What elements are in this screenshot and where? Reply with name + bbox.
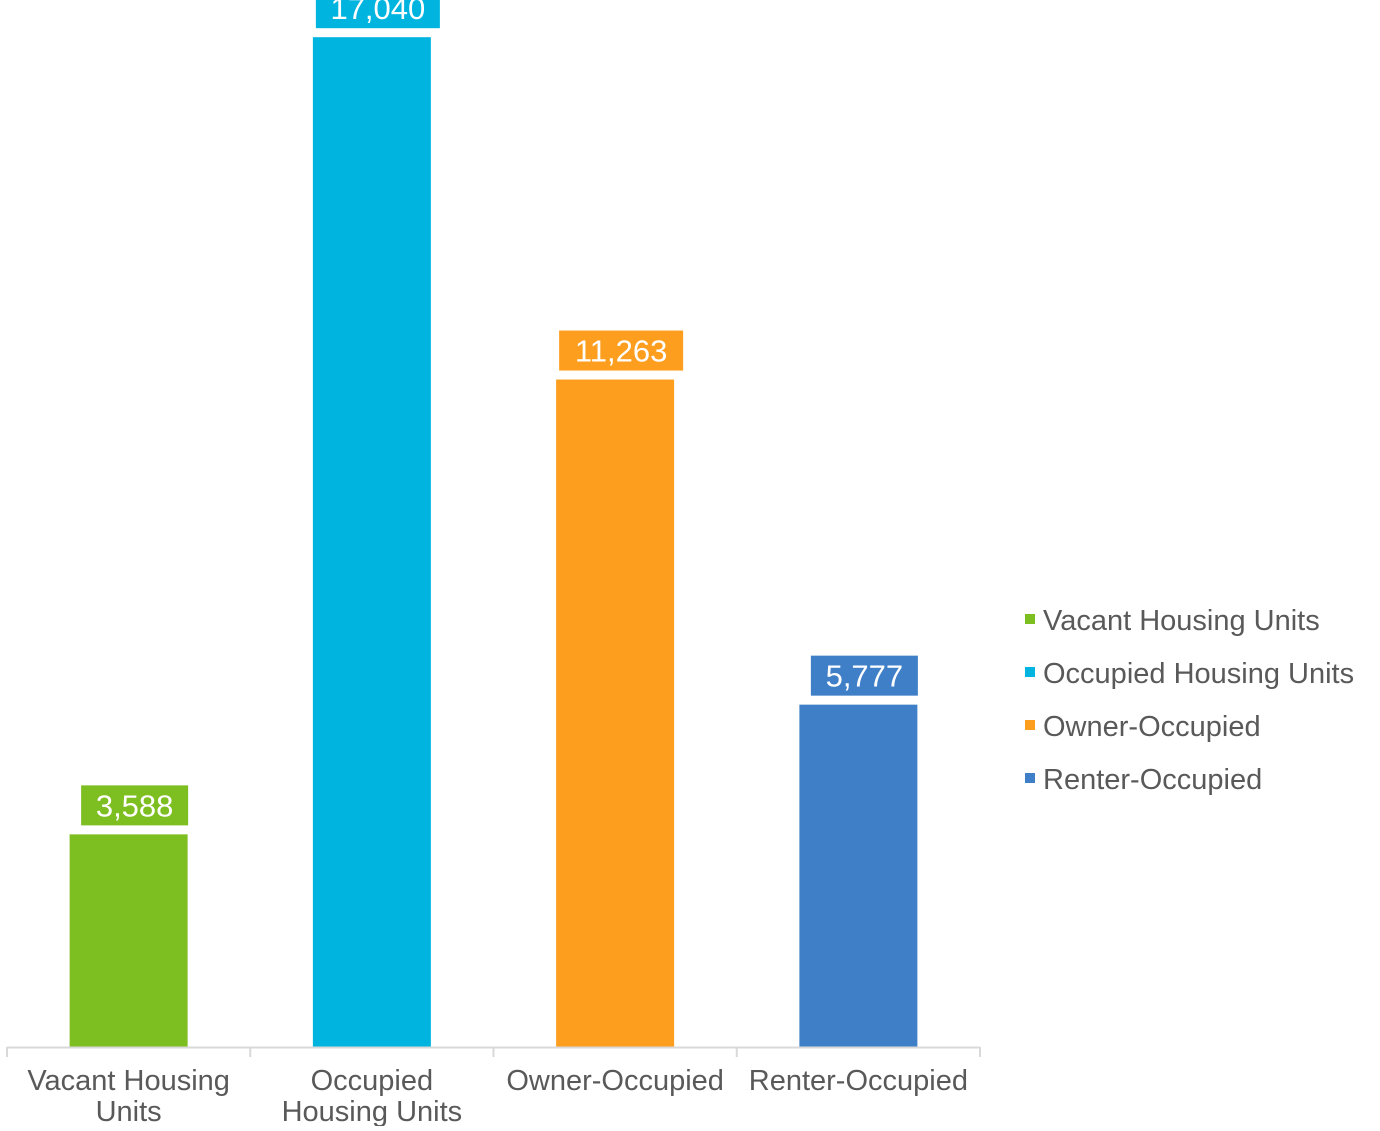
data-label-box <box>810 655 918 696</box>
data-label-box <box>315 0 440 29</box>
data-label: 17,040 <box>330 0 425 26</box>
x-tick-label: Vacant Housing <box>27 1065 230 1097</box>
data-label: 11,263 <box>575 334 668 369</box>
legend-label: Owner-Occupied <box>1043 711 1261 743</box>
data-label-box <box>559 330 684 371</box>
data-label-box <box>81 785 189 826</box>
legend-label: Occupied Housing Units <box>1043 658 1354 690</box>
x-tick-label: Housing Units <box>282 1096 463 1126</box>
bar <box>799 704 918 1047</box>
legend-swatch <box>1025 667 1035 677</box>
x-tick-label: Units <box>96 1096 162 1126</box>
data-labels-layer: 3,588 17,040 11,263 5,777 <box>81 0 918 826</box>
bar <box>312 37 431 1048</box>
bar <box>556 379 675 1047</box>
legend: Vacant Housing Units Occupied Housing Uni… <box>1025 605 1354 796</box>
legend-swatch <box>1025 773 1035 783</box>
legend-label: Renter-Occupied <box>1043 764 1262 796</box>
bar <box>69 834 188 1047</box>
x-tick-label: Renter-Occupied <box>749 1065 968 1097</box>
data-label: 5,777 <box>826 659 904 694</box>
x-tick-label: Occupied <box>311 1065 434 1097</box>
bars-layer <box>69 37 918 1048</box>
legend-swatch <box>1025 614 1035 624</box>
data-label: 3,588 <box>96 788 174 823</box>
legend-label: Vacant Housing Units <box>1043 605 1320 637</box>
legend-swatch <box>1025 720 1035 730</box>
x-tick-label: Owner-Occupied <box>506 1065 724 1097</box>
